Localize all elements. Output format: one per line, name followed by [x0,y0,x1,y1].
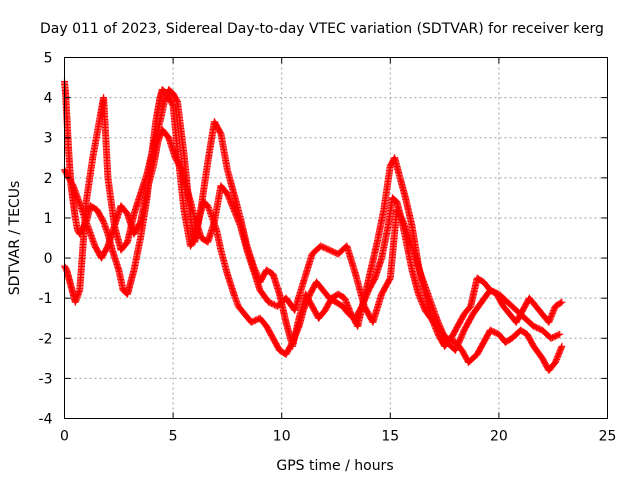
data-point [554,331,562,339]
x-tick-label: 25 [599,429,617,445]
series-track-b [61,86,566,350]
y-tick-label: 4 [44,91,53,107]
y-tick-label: 3 [44,131,53,147]
data-point [556,330,564,338]
plot-frame [64,57,608,419]
x-axis-label: GPS time / hours [276,458,393,474]
grid [64,57,608,419]
x-tick-label: 20 [490,429,508,445]
y-tick-label: 1 [44,211,53,227]
axes: 0 5 10 15 20 25 -4 -3 -2 -1 0 1 2 3 4 5 [39,51,617,445]
y-tick-label: -4 [39,412,53,428]
y-tick-label: 5 [44,51,53,67]
y-tick-label: 2 [44,171,53,187]
chart-title: Day 011 of 2023, Sidereal Day-to-day VTE… [40,21,604,37]
series-track-c [61,126,564,354]
y-tick-label: -2 [39,331,53,347]
y-axis-label: SDTVAR / TECUs [7,181,23,296]
data-point [558,342,566,350]
data-points [61,78,566,374]
x-tick-label: 15 [381,429,399,445]
data-point [557,299,565,307]
y-tick-label: 0 [44,251,53,267]
x-tick-label: 10 [273,429,291,445]
x-tick-label: 0 [60,429,69,445]
y-tick-label: -1 [39,291,53,307]
x-tick-label: 5 [169,429,178,445]
y-tick-label: -3 [39,371,53,387]
data-point [558,298,566,306]
